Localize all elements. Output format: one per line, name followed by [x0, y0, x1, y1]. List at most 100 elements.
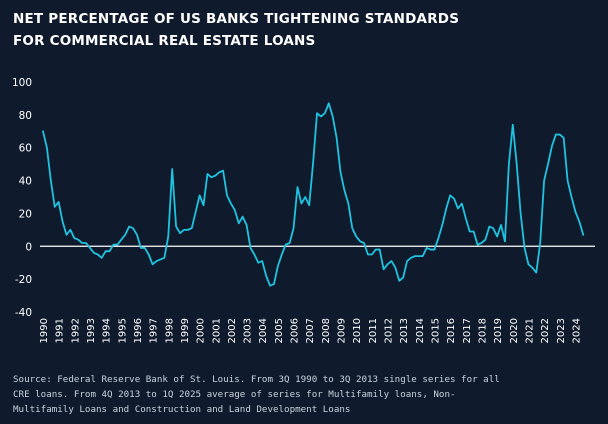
data-point	[551, 145, 553, 147]
data-point	[281, 253, 283, 255]
data-point	[390, 260, 392, 262]
x-tick-label: 1990	[39, 318, 50, 343]
series-line	[42, 102, 585, 287]
data-point	[425, 247, 427, 249]
x-tick-label: 1998	[164, 318, 175, 343]
x-tick-label: 2004	[258, 318, 269, 343]
x-tick-label: 1993	[86, 318, 97, 343]
data-point	[183, 229, 185, 231]
x-tick-label: 1992	[70, 318, 81, 343]
data-point	[445, 207, 447, 209]
data-point	[163, 257, 165, 259]
data-point	[191, 227, 193, 229]
data-point	[50, 179, 52, 181]
x-tick-label: 1999	[180, 318, 191, 343]
data-point	[410, 257, 412, 259]
data-point	[422, 255, 424, 257]
data-point	[198, 194, 200, 196]
data-point	[285, 243, 287, 245]
data-point	[414, 255, 416, 257]
data-point	[582, 234, 584, 236]
data-point	[249, 247, 251, 249]
chart-title: NET PERCENTAGE OF US BANKS TIGHTENING ST…	[13, 8, 593, 52]
x-tick-label: 2005	[274, 318, 285, 343]
data-point	[527, 263, 529, 265]
data-point	[206, 173, 208, 175]
data-point	[367, 253, 369, 255]
y-tick-label: 60	[19, 143, 32, 155]
data-point	[351, 227, 353, 229]
data-point	[61, 220, 63, 222]
x-tick-label: 2018	[477, 318, 488, 343]
data-point	[531, 266, 533, 268]
x-tick-label: 2008	[321, 318, 332, 343]
data-point	[202, 204, 204, 206]
y-tick-label: -20	[15, 274, 32, 286]
data-point	[335, 137, 337, 139]
data-point	[253, 253, 255, 255]
data-point	[65, 234, 67, 236]
x-tick-label: 2009	[337, 318, 348, 343]
x-tick-label: 2024	[571, 318, 582, 343]
chart-title-line-1: NET PERCENTAGE OF US BANKS TIGHTENING ST…	[13, 11, 460, 27]
data-point	[245, 224, 247, 226]
data-point	[539, 242, 541, 244]
source-line-3: Multifamily Loans and Construction and L…	[13, 404, 351, 415]
x-tick-label: 2015	[430, 318, 441, 343]
x-tick-label: 2017	[462, 318, 473, 343]
data-point	[343, 189, 345, 191]
data-point	[288, 242, 290, 244]
x-tick-label: 2001	[211, 318, 222, 343]
data-point	[465, 217, 467, 219]
data-point	[378, 248, 380, 250]
y-tick-label: 100	[12, 77, 32, 89]
source-line-1: Source: Federal Reserve Bank of St. Loui…	[13, 374, 500, 385]
y-tick-label: -40	[15, 307, 32, 319]
data-point	[449, 194, 451, 196]
y-tick-label: 20	[19, 208, 32, 220]
data-point	[108, 250, 110, 252]
data-point	[324, 112, 326, 114]
data-point	[472, 230, 474, 232]
data-point	[187, 229, 189, 231]
data-point	[480, 242, 482, 244]
x-tick-label: 2013	[399, 318, 410, 343]
data-point	[484, 239, 486, 241]
x-tick-label: 2010	[352, 318, 363, 343]
data-point	[234, 209, 236, 211]
data-point	[547, 163, 549, 165]
data-point	[496, 235, 498, 237]
data-point	[218, 171, 220, 173]
data-point	[101, 257, 103, 259]
x-tick-label: 2016	[446, 318, 457, 343]
data-point	[167, 235, 169, 237]
data-point	[132, 227, 134, 229]
data-point	[457, 207, 459, 209]
data-point	[214, 174, 216, 176]
data-point	[171, 168, 173, 170]
source-note: Source: Federal Reserve Bank of St. Loui…	[13, 372, 598, 417]
data-point	[308, 204, 310, 206]
x-tick-label: 2006	[290, 318, 301, 343]
data-point	[394, 266, 396, 268]
x-tick-label: 2003	[243, 318, 254, 343]
data-point	[469, 230, 471, 232]
x-tick-label: 2023	[556, 318, 567, 343]
data-point	[500, 224, 502, 226]
data-point	[363, 242, 365, 244]
data-point	[386, 263, 388, 265]
data-point	[578, 220, 580, 222]
data-point	[261, 260, 263, 262]
x-tick-label: 1994	[102, 318, 113, 343]
x-tick-label: 1997	[149, 318, 160, 343]
data-point	[476, 243, 478, 245]
data-point	[54, 206, 56, 208]
y-tick-label: 40	[19, 176, 32, 188]
x-tick-label: 2002	[227, 318, 238, 343]
x-tick-label: 2012	[384, 318, 395, 343]
y-tick-label: 0	[25, 241, 32, 253]
data-point	[124, 234, 126, 236]
data-point	[292, 227, 294, 229]
data-point	[519, 212, 521, 214]
data-point	[277, 265, 279, 267]
